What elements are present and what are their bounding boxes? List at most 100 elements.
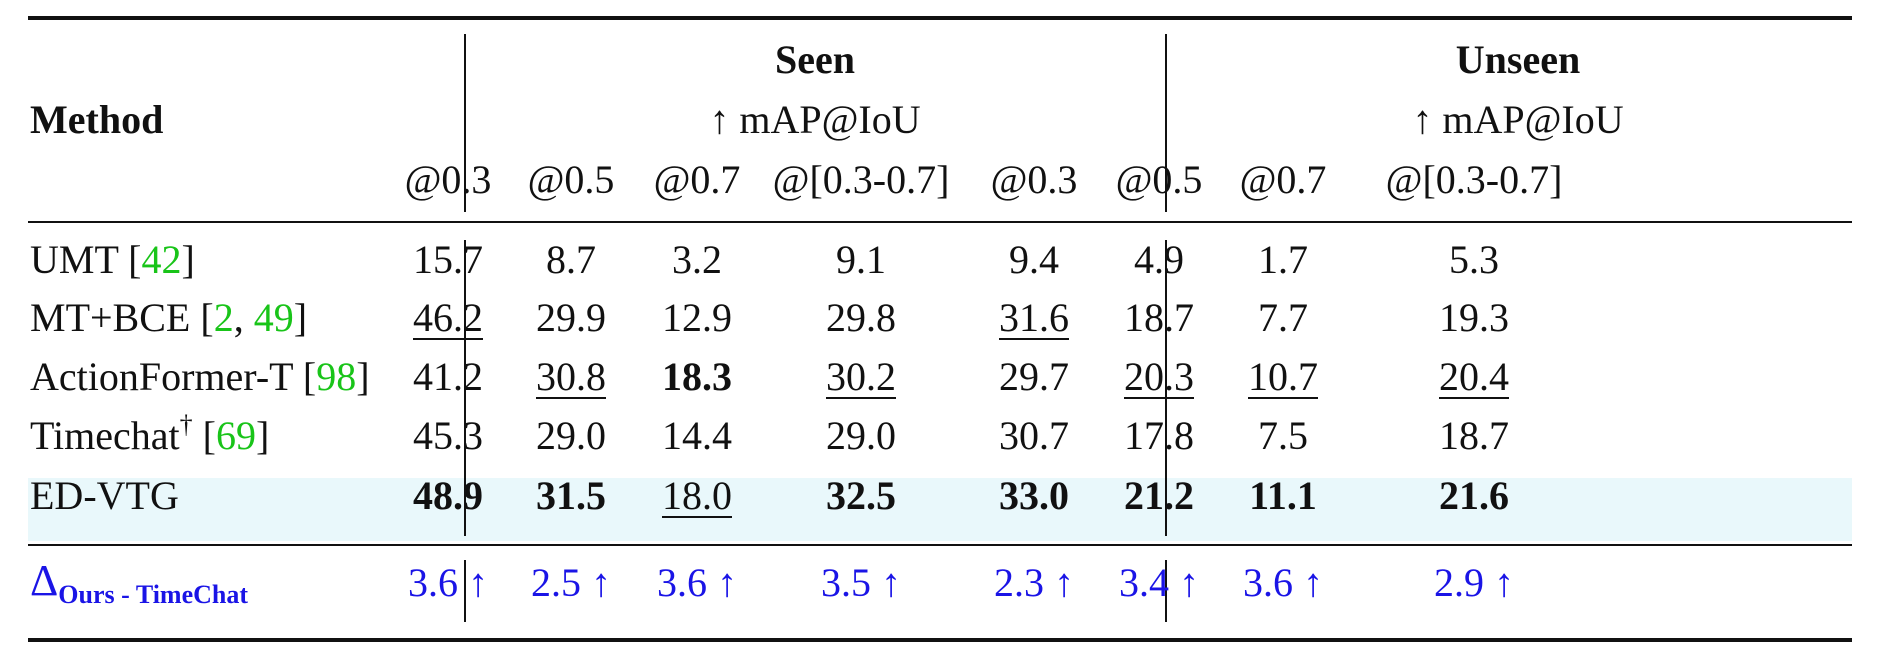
table-cell: 31.6	[999, 295, 1069, 340]
table-cell: 4.9	[1134, 237, 1184, 282]
threshold-header: @[0.3-0.7]	[772, 157, 950, 202]
citation-close-bracket: ]	[293, 295, 308, 340]
table-cell: 30.2	[826, 354, 896, 399]
table-cell: 30.7	[999, 413, 1069, 458]
header-rule	[28, 221, 1852, 223]
table-cell: 29.7	[999, 354, 1069, 399]
table-cell: 18.3	[662, 354, 732, 399]
divider-seen-unseen-delta	[1165, 560, 1167, 622]
method-name: ActionFormer-T [98]	[30, 357, 370, 397]
divider-method-body	[464, 240, 466, 536]
table-cell: 11.1	[1249, 473, 1317, 518]
table-cell: 29.9	[536, 295, 606, 340]
delta-cell: 3.4 ↑	[1119, 560, 1199, 605]
table-cell: 29.0	[536, 413, 606, 458]
table-cell: 18.0	[662, 473, 732, 518]
threshold-header: @0.5	[527, 157, 615, 202]
citation-close-bracket: ]	[356, 354, 370, 399]
table-cell: 18.7	[1439, 413, 1509, 458]
divider-method-delta	[464, 560, 466, 622]
citation-separator: ,	[233, 295, 254, 340]
threshold-header: @0.7	[1239, 157, 1327, 202]
table-cell: 17.8	[1124, 413, 1194, 458]
method-label: UMT	[30, 237, 119, 282]
table-cell: 32.5	[826, 473, 896, 518]
table-cell: 21.2	[1124, 473, 1194, 518]
threshold-header: @[0.3-0.7]	[1385, 157, 1563, 202]
threshold-header: @0.7	[653, 157, 741, 202]
table-cell: 48.9	[413, 473, 483, 518]
table-cell: 41.2	[413, 354, 483, 399]
citation-open-bracket: [	[192, 413, 216, 458]
seen-group-header: Seen	[775, 37, 855, 82]
delta-symbol: Δ	[30, 556, 59, 605]
citation-open-bracket: [	[292, 354, 317, 399]
divider-seen-unseen-header	[1165, 34, 1167, 212]
table-cell: 14.4	[662, 413, 732, 458]
table-cell: 7.5	[1258, 413, 1308, 458]
table-cell: 29.8	[826, 295, 896, 340]
method-name: UMT [42]	[30, 240, 195, 280]
table-cell: 7.7	[1258, 295, 1308, 340]
delta-rule	[28, 544, 1852, 546]
citation-link: 49	[253, 295, 294, 340]
table-cell: 12.9	[662, 295, 732, 340]
method-label: ED-VTG	[30, 473, 179, 518]
table-cell: 29.0	[826, 413, 896, 458]
table-cell: 30.8	[536, 354, 606, 399]
table-cell: 33.0	[999, 473, 1069, 518]
threshold-header: @0.3	[990, 157, 1078, 202]
seen-metric-header: ↑ mAP@IoU	[709, 97, 921, 142]
delta-cell: 2.5 ↑	[531, 560, 611, 605]
method-label: ActionFormer-T	[30, 354, 293, 399]
citation-close-bracket: ]	[181, 237, 195, 282]
method-column-header: Method	[30, 97, 164, 142]
table-cell: 10.7	[1248, 354, 1318, 399]
table-cell: 3.2	[672, 237, 722, 282]
table-cell: 20.3	[1124, 354, 1194, 399]
citation-open-bracket: [	[118, 237, 142, 282]
threshold-header: @0.5	[1115, 157, 1203, 202]
method-name: MT+BCE [2, 49]	[30, 298, 307, 338]
delta-cell: 2.9 ↑	[1434, 560, 1514, 605]
citation-open-bracket: [	[190, 295, 214, 340]
table-cell: 18.7	[1124, 295, 1194, 340]
method-label: Timechat	[30, 413, 180, 458]
table-cell: 45.3	[413, 413, 483, 458]
delta-cell: 3.6 ↑	[408, 560, 488, 605]
table-cell: 20.4	[1439, 354, 1509, 399]
unseen-group-header: Unseen	[1455, 37, 1581, 82]
divider-seen-unseen-body	[1165, 240, 1167, 536]
table-cell: 1.7	[1258, 237, 1308, 282]
delta-subscript: Ours - TimeChat	[58, 580, 249, 609]
ours-row-highlight	[28, 478, 1852, 541]
bottom-rule	[28, 638, 1852, 642]
citation-link: 98	[316, 354, 357, 399]
delta-row-label: ΔOurs - TimeChat	[30, 556, 248, 608]
citation-link: 2	[213, 295, 234, 340]
table-cell: 15.7	[413, 237, 483, 282]
top-rule	[28, 16, 1852, 20]
table-cell: 9.4	[1009, 237, 1059, 282]
table-cell: 31.5	[536, 473, 606, 518]
table-cell: 9.1	[836, 237, 886, 282]
table-cell: 5.3	[1449, 237, 1499, 282]
delta-cell: 3.5 ↑	[821, 560, 901, 605]
table-cell: 19.3	[1439, 295, 1509, 340]
citation-link: 42	[141, 237, 182, 282]
table-cell: 8.7	[546, 237, 596, 282]
method-label: MT+BCE	[30, 295, 191, 340]
method-name: ED-VTG	[30, 476, 179, 516]
divider-method-header	[464, 34, 466, 212]
delta-cell: 2.3 ↑	[994, 560, 1074, 605]
delta-cell: 3.6 ↑	[657, 560, 737, 605]
delta-cell: 3.6 ↑	[1243, 560, 1323, 605]
citation-link: 69	[215, 413, 256, 458]
table-cell: 46.2	[413, 295, 483, 340]
method-marker: †	[179, 410, 193, 439]
unseen-metric-header: ↑ mAP@IoU	[1412, 97, 1624, 142]
method-name: Timechat† [69]	[30, 412, 270, 458]
citation-close-bracket: ]	[255, 413, 270, 458]
table-cell: 21.6	[1439, 473, 1509, 518]
